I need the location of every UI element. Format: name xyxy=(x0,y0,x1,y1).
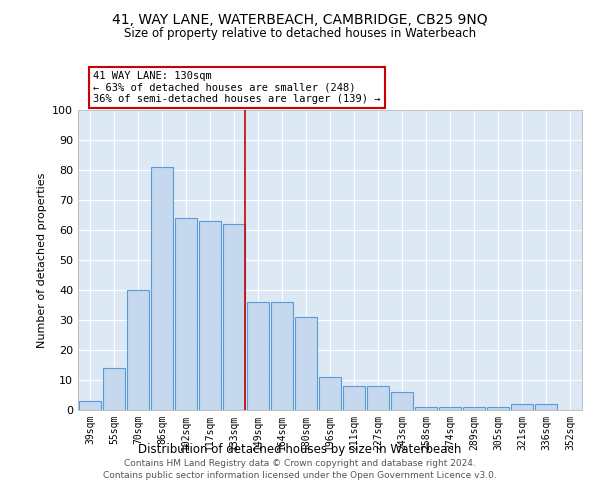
Text: Size of property relative to detached houses in Waterbeach: Size of property relative to detached ho… xyxy=(124,28,476,40)
Text: 41, WAY LANE, WATERBEACH, CAMBRIDGE, CB25 9NQ: 41, WAY LANE, WATERBEACH, CAMBRIDGE, CB2… xyxy=(112,12,488,26)
Bar xyxy=(103,368,125,410)
Bar xyxy=(295,317,317,410)
Bar xyxy=(319,377,341,410)
Text: Contains HM Land Registry data © Crown copyright and database right 2024.
Contai: Contains HM Land Registry data © Crown c… xyxy=(103,458,497,480)
Bar xyxy=(415,407,437,410)
Bar xyxy=(535,404,557,410)
Bar xyxy=(487,407,509,410)
Bar xyxy=(247,302,269,410)
Bar xyxy=(223,224,245,410)
Bar xyxy=(463,407,485,410)
Bar xyxy=(175,218,197,410)
Text: Distribution of detached houses by size in Waterbeach: Distribution of detached houses by size … xyxy=(139,442,461,456)
Bar xyxy=(79,401,101,410)
Bar xyxy=(367,386,389,410)
Bar xyxy=(271,302,293,410)
Bar xyxy=(151,167,173,410)
Bar xyxy=(127,290,149,410)
Bar xyxy=(391,392,413,410)
Bar xyxy=(343,386,365,410)
Bar xyxy=(199,221,221,410)
Text: 41 WAY LANE: 130sqm
← 63% of detached houses are smaller (248)
36% of semi-detac: 41 WAY LANE: 130sqm ← 63% of detached ho… xyxy=(93,71,380,104)
Bar xyxy=(511,404,533,410)
Y-axis label: Number of detached properties: Number of detached properties xyxy=(37,172,47,348)
Bar xyxy=(439,407,461,410)
